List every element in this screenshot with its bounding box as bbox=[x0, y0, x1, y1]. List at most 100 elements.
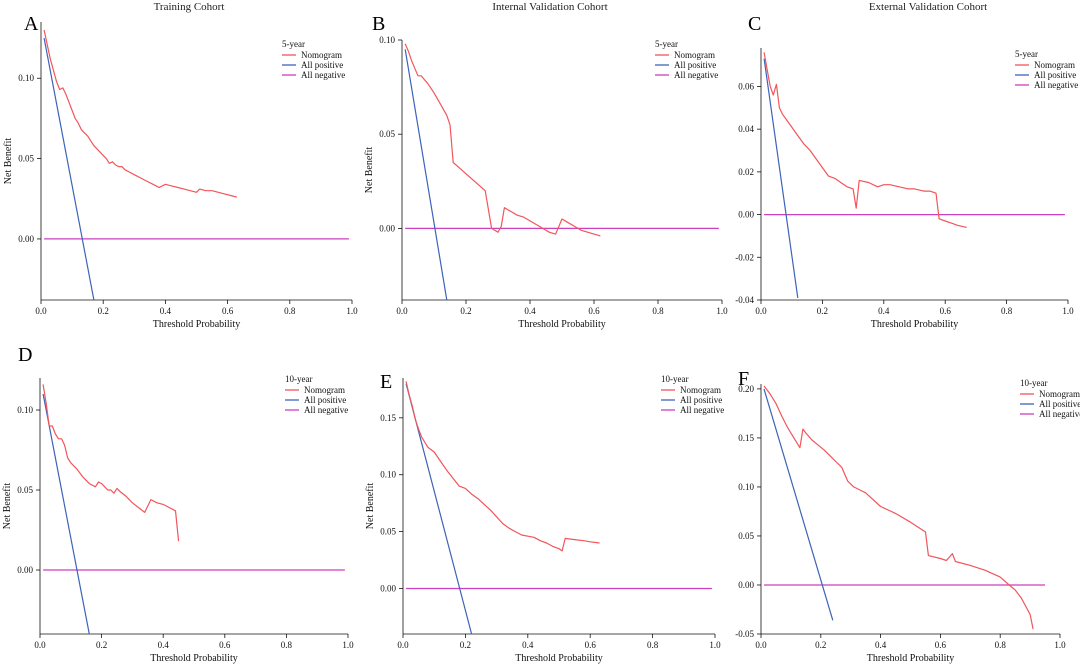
series-line-nomogram bbox=[404, 43, 601, 237]
legend-title: 5-year bbox=[655, 39, 678, 49]
x-axis-label: Threshold Probability bbox=[150, 653, 238, 664]
x-axis-label: Threshold Probability bbox=[867, 653, 955, 664]
panel-e: E 0.0 0.2 0.4 0.6 0.8 1.0 0.00 0.05 0.10 0.15 Thres… bbox=[365, 371, 724, 664]
legend-entry: All negative bbox=[301, 70, 345, 80]
legend-entry: All positive bbox=[674, 60, 716, 70]
x-tick-label: 1.0 bbox=[342, 640, 354, 650]
y-tick-label: 0.05 bbox=[738, 531, 754, 541]
x-tick-label: 0.8 bbox=[281, 640, 293, 650]
legend-entry: All positive bbox=[1034, 70, 1076, 80]
x-tick-label: 0.8 bbox=[1001, 306, 1013, 316]
x-tick-label: 0.8 bbox=[284, 306, 296, 316]
series-line-nomogram bbox=[405, 381, 600, 552]
y-tick-label: 0.15 bbox=[380, 413, 396, 423]
y-axis-label: Net Benefit bbox=[2, 483, 13, 530]
x-tick-label: 1.0 bbox=[1062, 306, 1074, 316]
y-tick-label: 0.10 bbox=[380, 470, 396, 480]
x-tick-label: 0.2 bbox=[96, 640, 107, 650]
series-line-nomogram bbox=[763, 385, 1034, 630]
x-tick-label: 1.0 bbox=[1054, 640, 1066, 650]
series-line-nomogram bbox=[42, 384, 180, 542]
x-tick-label: 0.6 bbox=[935, 640, 947, 650]
x-tick-label: 0.2 bbox=[815, 640, 826, 650]
y-tick-label: -0.02 bbox=[735, 252, 754, 262]
panel-b: B Internal Validation Cohort 0.0 0.2 0.4 0.6 0… bbox=[364, 1, 728, 330]
panel-title: Training Cohort bbox=[154, 1, 225, 13]
x-tick-label: 0.0 bbox=[755, 306, 767, 316]
x-tick-label: 1.0 bbox=[346, 306, 358, 316]
panel-label: B bbox=[372, 13, 385, 35]
legend-entry: Nomogram bbox=[1039, 389, 1080, 399]
series-line-nomogram bbox=[763, 52, 967, 228]
y-tick-label: 0.10 bbox=[379, 35, 395, 45]
x-axis-label: Threshold Probability bbox=[518, 319, 606, 330]
x-tick-label: 0.6 bbox=[219, 640, 231, 650]
legend-entry: Nomogram bbox=[301, 50, 342, 60]
x-tick-label: 0.4 bbox=[524, 306, 536, 316]
y-tick-label: 0.02 bbox=[738, 167, 754, 177]
x-tick-label: 0.6 bbox=[585, 640, 597, 650]
x-tick-label: 1.0 bbox=[709, 640, 721, 650]
series-line-all-positive bbox=[43, 37, 95, 301]
panel-d: D 0.0 0.2 0.4 0.6 0.8 1.0 0.00 0.05 0.10 Threshold… bbox=[2, 344, 354, 664]
x-tick-label: 0.6 bbox=[588, 306, 600, 316]
series-line-all-positive bbox=[42, 393, 90, 635]
legend-entry: All positive bbox=[304, 395, 346, 405]
legend-entry: All negative bbox=[674, 70, 718, 80]
legend-title: 5-year bbox=[1015, 49, 1038, 59]
panel-a: A Training Cohort 0.0 0.2 0.4 0.6 0.8 1.0 0.00 0.… bbox=[3, 1, 358, 330]
legend-entry: All positive bbox=[1039, 399, 1080, 409]
legend-entry: Nomogram bbox=[674, 50, 715, 60]
x-axis-label: Threshold Probability bbox=[153, 319, 241, 330]
x-axis-label: Threshold Probability bbox=[871, 319, 959, 330]
legend-title: 5-year bbox=[282, 39, 305, 49]
x-tick-label: 0.0 bbox=[34, 640, 46, 650]
x-tick-label: 0.8 bbox=[995, 640, 1007, 650]
x-tick-label: 0.4 bbox=[875, 640, 887, 650]
y-axis-label: Net Benefit bbox=[365, 483, 376, 530]
legend-title: 10-year bbox=[661, 374, 688, 384]
x-tick-label: 0.0 bbox=[35, 306, 47, 316]
x-tick-label: 0.4 bbox=[522, 640, 534, 650]
y-tick-label: 0.00 bbox=[379, 223, 395, 233]
panel-label: C bbox=[748, 13, 761, 35]
y-tick-label: 0.06 bbox=[738, 81, 754, 91]
legend-entry: All negative bbox=[680, 405, 724, 415]
y-axis-label: Net Benefit bbox=[364, 147, 375, 194]
x-tick-label: 0.4 bbox=[158, 640, 170, 650]
y-tick-label: 0.00 bbox=[380, 583, 396, 593]
panel-title: Internal Validation Cohort bbox=[492, 1, 607, 13]
y-tick-label: 0.10 bbox=[17, 405, 33, 415]
legend-entry: All negative bbox=[1034, 80, 1078, 90]
y-tick-label: 0.04 bbox=[738, 124, 754, 134]
y-tick-label: 0.05 bbox=[18, 154, 34, 164]
x-tick-label: 0.2 bbox=[460, 306, 471, 316]
y-tick-label: 0.00 bbox=[18, 234, 34, 244]
panel-label: A bbox=[24, 13, 39, 35]
y-tick-label: 0.15 bbox=[738, 433, 754, 443]
x-axis-label: Threshold Probability bbox=[515, 653, 603, 664]
x-tick-label: 1.0 bbox=[716, 306, 728, 316]
x-tick-label: 0.0 bbox=[755, 640, 767, 650]
x-tick-label: 0.2 bbox=[817, 306, 828, 316]
y-tick-label: -0.04 bbox=[735, 295, 754, 305]
series-line-all-positive bbox=[404, 49, 448, 301]
panel-f: F 0.0 0.2 0.4 0.6 0.8 1.0 -0.05 0.00 0.05 0.10 0.15… bbox=[735, 368, 1080, 664]
legend-entry: All negative bbox=[1039, 409, 1080, 419]
x-tick-label: 0.8 bbox=[647, 640, 659, 650]
legend-title: 10-year bbox=[285, 374, 312, 384]
y-tick-label: 0.00 bbox=[738, 210, 754, 220]
legend-entry: Nomogram bbox=[304, 385, 345, 395]
x-tick-label: 0.2 bbox=[460, 640, 471, 650]
y-tick-label: 0.05 bbox=[379, 129, 395, 139]
y-tick-label: 0.00 bbox=[17, 565, 33, 575]
y-tick-label: 0.05 bbox=[17, 485, 33, 495]
y-tick-label: 0.05 bbox=[380, 527, 396, 537]
x-tick-label: 0.4 bbox=[160, 306, 172, 316]
x-tick-label: 0.8 bbox=[652, 306, 664, 316]
